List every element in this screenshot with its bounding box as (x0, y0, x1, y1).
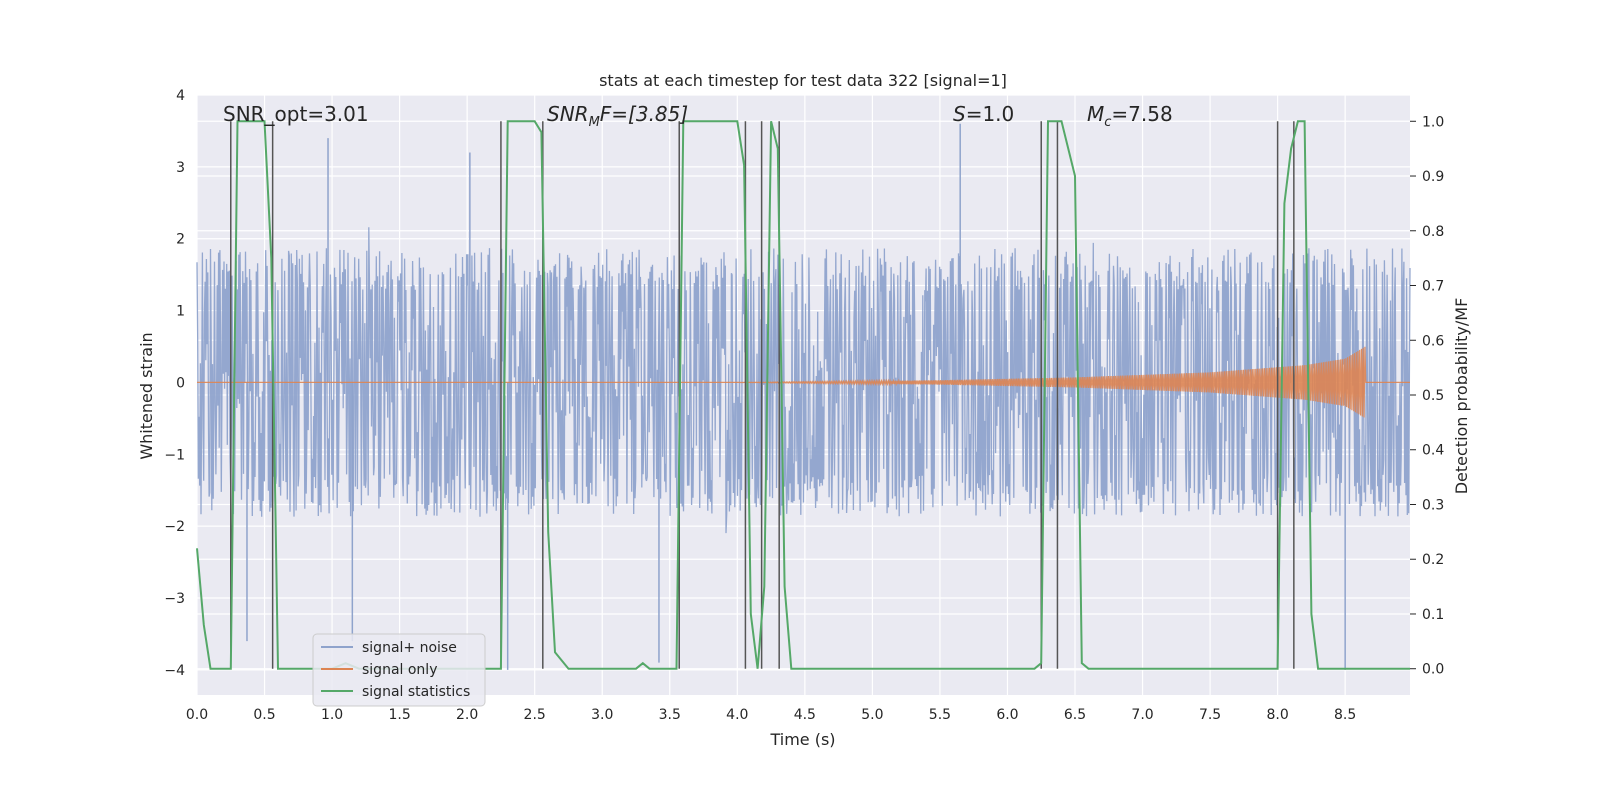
x-tick-label: 3.0 (591, 707, 613, 723)
noise-series (196, 123, 1411, 670)
x-tick-label: 0.5 (253, 707, 275, 723)
x-tick-label: 1.0 (321, 707, 343, 723)
y-right-tick-label: 1.0 (1422, 114, 1444, 130)
y-left-tick-label: −2 (164, 519, 185, 535)
y-right-tick-label: 0.5 (1422, 388, 1444, 404)
y-left-tick-label: 2 (176, 232, 185, 248)
x-tick-label: 6.5 (1064, 707, 1086, 723)
y-right-axis-ticks: 0.0 0.1 0.2 0.3 0.4 0.5 0.6 0.7 0.8 0.9 1.0 (1410, 114, 1444, 678)
x-tick-label: 4.0 (726, 707, 748, 723)
legend-label-signal: signal only (362, 662, 437, 678)
x-tick-label: 8.0 (1266, 707, 1288, 723)
x-tick-label: 5.5 (929, 707, 951, 723)
annotation-s-rest: =1.0 (966, 102, 1015, 126)
x-tick-label: 8.5 (1334, 707, 1356, 723)
x-tick-label: 1.5 (388, 707, 410, 723)
y-left-tick-label: 0 (176, 375, 185, 391)
y-right-tick-label: 0.9 (1422, 169, 1444, 185)
y-right-tick-label: 0.7 (1422, 279, 1444, 295)
stats-series (196, 120, 1410, 670)
legend-box (312, 633, 486, 707)
x-tick-label: 7.0 (1131, 707, 1153, 723)
annotation-mc: Mc=7.58 (1087, 102, 1173, 130)
y-right-tick-label: 0.6 (1422, 333, 1444, 349)
x-axis-label: Time (s) (769, 730, 835, 749)
annotation-snr-mf-symbol: SNR (547, 102, 589, 126)
chart-title: stats at each timestep for test data 322… (599, 71, 1007, 90)
y-left-tick-label: −4 (164, 663, 185, 679)
annotation-mc-rest: =7.58 (1111, 102, 1172, 126)
annotation-snr-mf: SNRMF=[3.85] (547, 102, 688, 130)
x-tick-label: 5.0 (861, 707, 883, 723)
y-right-axis-label: Detection probability/MF (1452, 298, 1471, 495)
legend: signal+ noise signal only signal statist… (312, 633, 486, 707)
y-right-tick-label: 0.3 (1422, 497, 1444, 513)
y-left-axis-label: Whitened strain (137, 332, 156, 459)
legend-label-noise: signal+ noise (362, 640, 457, 656)
series-line-signal-statistics (196, 120, 1410, 670)
x-axis-ticks: 0.0 0.5 1.0 1.5 2.0 2.5 3.0 3.5 4.0 4.5 5.0 5.5 6.0 6… (186, 707, 1356, 723)
x-tick-label: 0.0 (186, 707, 208, 723)
series-line-signal-noise (196, 227, 1411, 534)
y-right-tick-label: 0.1 (1422, 607, 1444, 623)
annotation-s: S=1.0 (953, 102, 1014, 126)
annotation-mc-subscript: c (1104, 115, 1111, 130)
y-left-tick-label: 4 (176, 88, 185, 104)
annotation-snr-mf-rest: F=[3.85] (600, 102, 688, 126)
y-left-tick-label: −3 (164, 591, 185, 607)
y-right-tick-label: 0.8 (1422, 224, 1444, 240)
y-left-axis-ticks: −4 −3 −2 −1 0 1 2 3 4 (164, 88, 185, 679)
signal-series (197, 346, 1410, 418)
y-left-tick-label: −1 (164, 447, 185, 463)
annotation-snr-opt: SNR_opt=3.01 (223, 102, 369, 126)
x-tick-label: 3.5 (659, 707, 681, 723)
x-tick-label: 7.5 (1199, 707, 1221, 723)
x-tick-label: 2.5 (524, 707, 546, 723)
y-left-tick-label: 1 (176, 304, 185, 320)
series-line-signal-only (197, 346, 1410, 418)
annotation-snr-mf-subscript: M (589, 115, 600, 130)
x-tick-label: 2.0 (456, 707, 478, 723)
y-right-tick-label: 0.0 (1422, 662, 1444, 678)
y-right-tick-label: 0.2 (1422, 552, 1444, 568)
legend-label-stats: signal statistics (362, 684, 470, 700)
annotation-s-symbol: S (953, 102, 966, 126)
x-tick-label: 4.5 (794, 707, 816, 723)
annotation-mc-symbol: M (1087, 102, 1104, 126)
y-right-tick-label: 0.4 (1422, 443, 1444, 459)
y-left-tick-label: 3 (176, 160, 185, 176)
x-tick-label: 6.0 (996, 707, 1018, 723)
